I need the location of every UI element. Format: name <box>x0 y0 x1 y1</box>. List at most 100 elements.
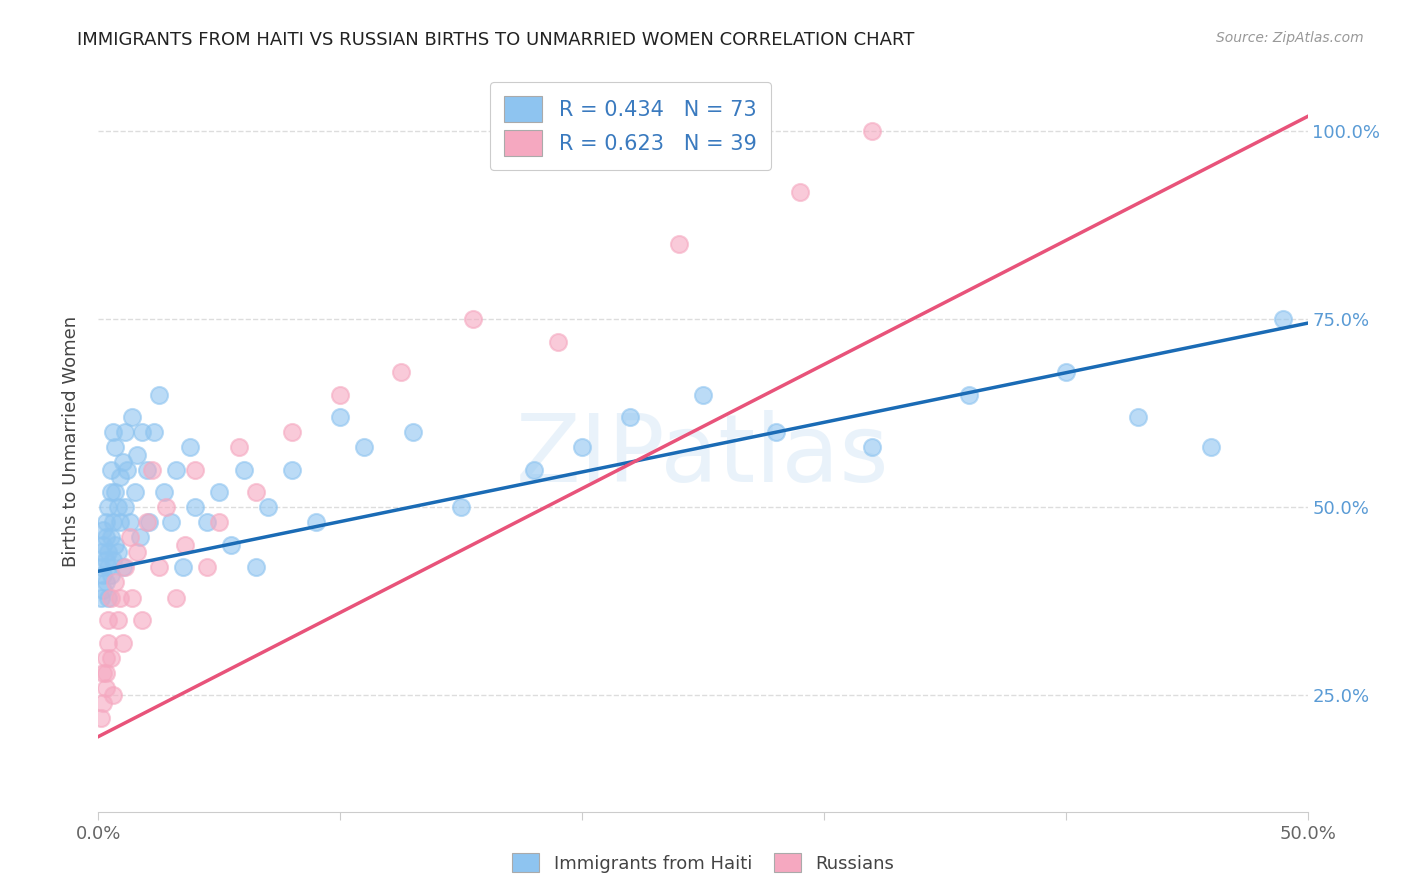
Point <box>118 530 141 544</box>
Point <box>184 463 207 477</box>
Point <box>228 440 250 454</box>
Point <box>97 560 120 574</box>
Point <box>165 591 187 605</box>
Point <box>245 485 267 500</box>
Point <box>184 500 207 515</box>
Point <box>97 500 120 515</box>
Point <box>100 530 122 544</box>
Point <box>94 516 117 530</box>
Point <box>90 711 112 725</box>
Point <box>101 553 124 567</box>
Point <box>97 591 120 605</box>
Point <box>1054 365 1077 379</box>
Y-axis label: Births to Unmarried Women: Births to Unmarried Women <box>62 316 80 567</box>
Point <box>148 560 170 574</box>
Point <box>547 334 569 349</box>
Point <box>97 613 120 627</box>
Point <box>100 591 122 605</box>
Point <box>124 485 146 500</box>
Point <box>208 485 231 500</box>
Point <box>121 410 143 425</box>
Point <box>957 387 980 401</box>
Legend: Immigrants from Haiti, Russians: Immigrants from Haiti, Russians <box>505 847 901 880</box>
Point <box>329 387 352 401</box>
Point <box>281 463 304 477</box>
Point <box>121 591 143 605</box>
Point <box>104 538 127 552</box>
Point <box>104 440 127 454</box>
Point <box>97 635 120 649</box>
Point <box>402 425 425 439</box>
Point <box>143 425 166 439</box>
Point <box>90 591 112 605</box>
Point <box>172 560 194 574</box>
Point <box>114 500 136 515</box>
Point <box>117 463 139 477</box>
Point <box>91 568 114 582</box>
Point <box>1128 410 1150 425</box>
Point <box>107 545 129 559</box>
Point <box>138 516 160 530</box>
Point <box>208 516 231 530</box>
Point <box>179 440 201 454</box>
Legend: R = 0.434   N = 73, R = 0.623   N = 39: R = 0.434 N = 73, R = 0.623 N = 39 <box>489 82 770 170</box>
Point <box>221 538 243 552</box>
Point <box>94 575 117 590</box>
Point <box>91 665 114 680</box>
Point <box>91 582 114 597</box>
Point <box>523 463 546 477</box>
Point <box>100 463 122 477</box>
Point <box>100 485 122 500</box>
Point <box>90 545 112 559</box>
Point <box>155 500 177 515</box>
Point <box>127 448 149 462</box>
Text: IMMIGRANTS FROM HAITI VS RUSSIAN BIRTHS TO UNMARRIED WOMEN CORRELATION CHART: IMMIGRANTS FROM HAITI VS RUSSIAN BIRTHS … <box>77 31 915 49</box>
Point <box>174 538 197 552</box>
Point <box>450 500 472 515</box>
Point <box>94 530 117 544</box>
Point <box>111 455 134 469</box>
Point <box>1199 440 1222 454</box>
Point <box>463 312 485 326</box>
Point <box>107 613 129 627</box>
Point <box>91 696 114 710</box>
Point <box>165 463 187 477</box>
Point <box>160 516 183 530</box>
Point <box>692 387 714 401</box>
Point <box>101 516 124 530</box>
Point <box>101 688 124 702</box>
Point <box>118 516 141 530</box>
Point <box>131 425 153 439</box>
Point <box>111 635 134 649</box>
Point <box>127 545 149 559</box>
Point <box>100 568 122 582</box>
Point <box>765 425 787 439</box>
Text: Source: ZipAtlas.com: Source: ZipAtlas.com <box>1216 31 1364 45</box>
Point <box>91 523 114 537</box>
Point <box>195 560 218 574</box>
Point <box>135 516 157 530</box>
Point <box>353 440 375 454</box>
Point <box>104 575 127 590</box>
Point <box>94 553 117 567</box>
Point <box>389 365 412 379</box>
Point <box>108 591 131 605</box>
Point <box>94 681 117 695</box>
Point <box>101 425 124 439</box>
Point <box>571 440 593 454</box>
Point <box>1272 312 1295 326</box>
Point <box>114 560 136 574</box>
Point <box>281 425 304 439</box>
Point <box>860 440 883 454</box>
Point <box>329 410 352 425</box>
Point <box>860 124 883 138</box>
Point <box>108 516 131 530</box>
Point <box>245 560 267 574</box>
Point <box>107 500 129 515</box>
Point <box>108 470 131 484</box>
Text: ZIPatlas: ZIPatlas <box>516 410 890 502</box>
Point <box>91 538 114 552</box>
Point <box>789 185 811 199</box>
Point <box>141 463 163 477</box>
Point <box>135 463 157 477</box>
